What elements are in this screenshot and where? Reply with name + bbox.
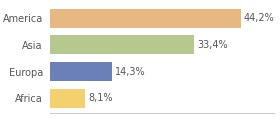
Text: 8,1%: 8,1% (88, 93, 112, 103)
Bar (50, 35, 194, 54)
Bar (50, 9, 241, 28)
Text: 44,2%: 44,2% (243, 13, 274, 23)
Text: 14,3%: 14,3% (115, 66, 145, 77)
Bar (50, 62, 112, 81)
Text: 33,4%: 33,4% (197, 40, 227, 50)
Bar (50, 89, 85, 108)
